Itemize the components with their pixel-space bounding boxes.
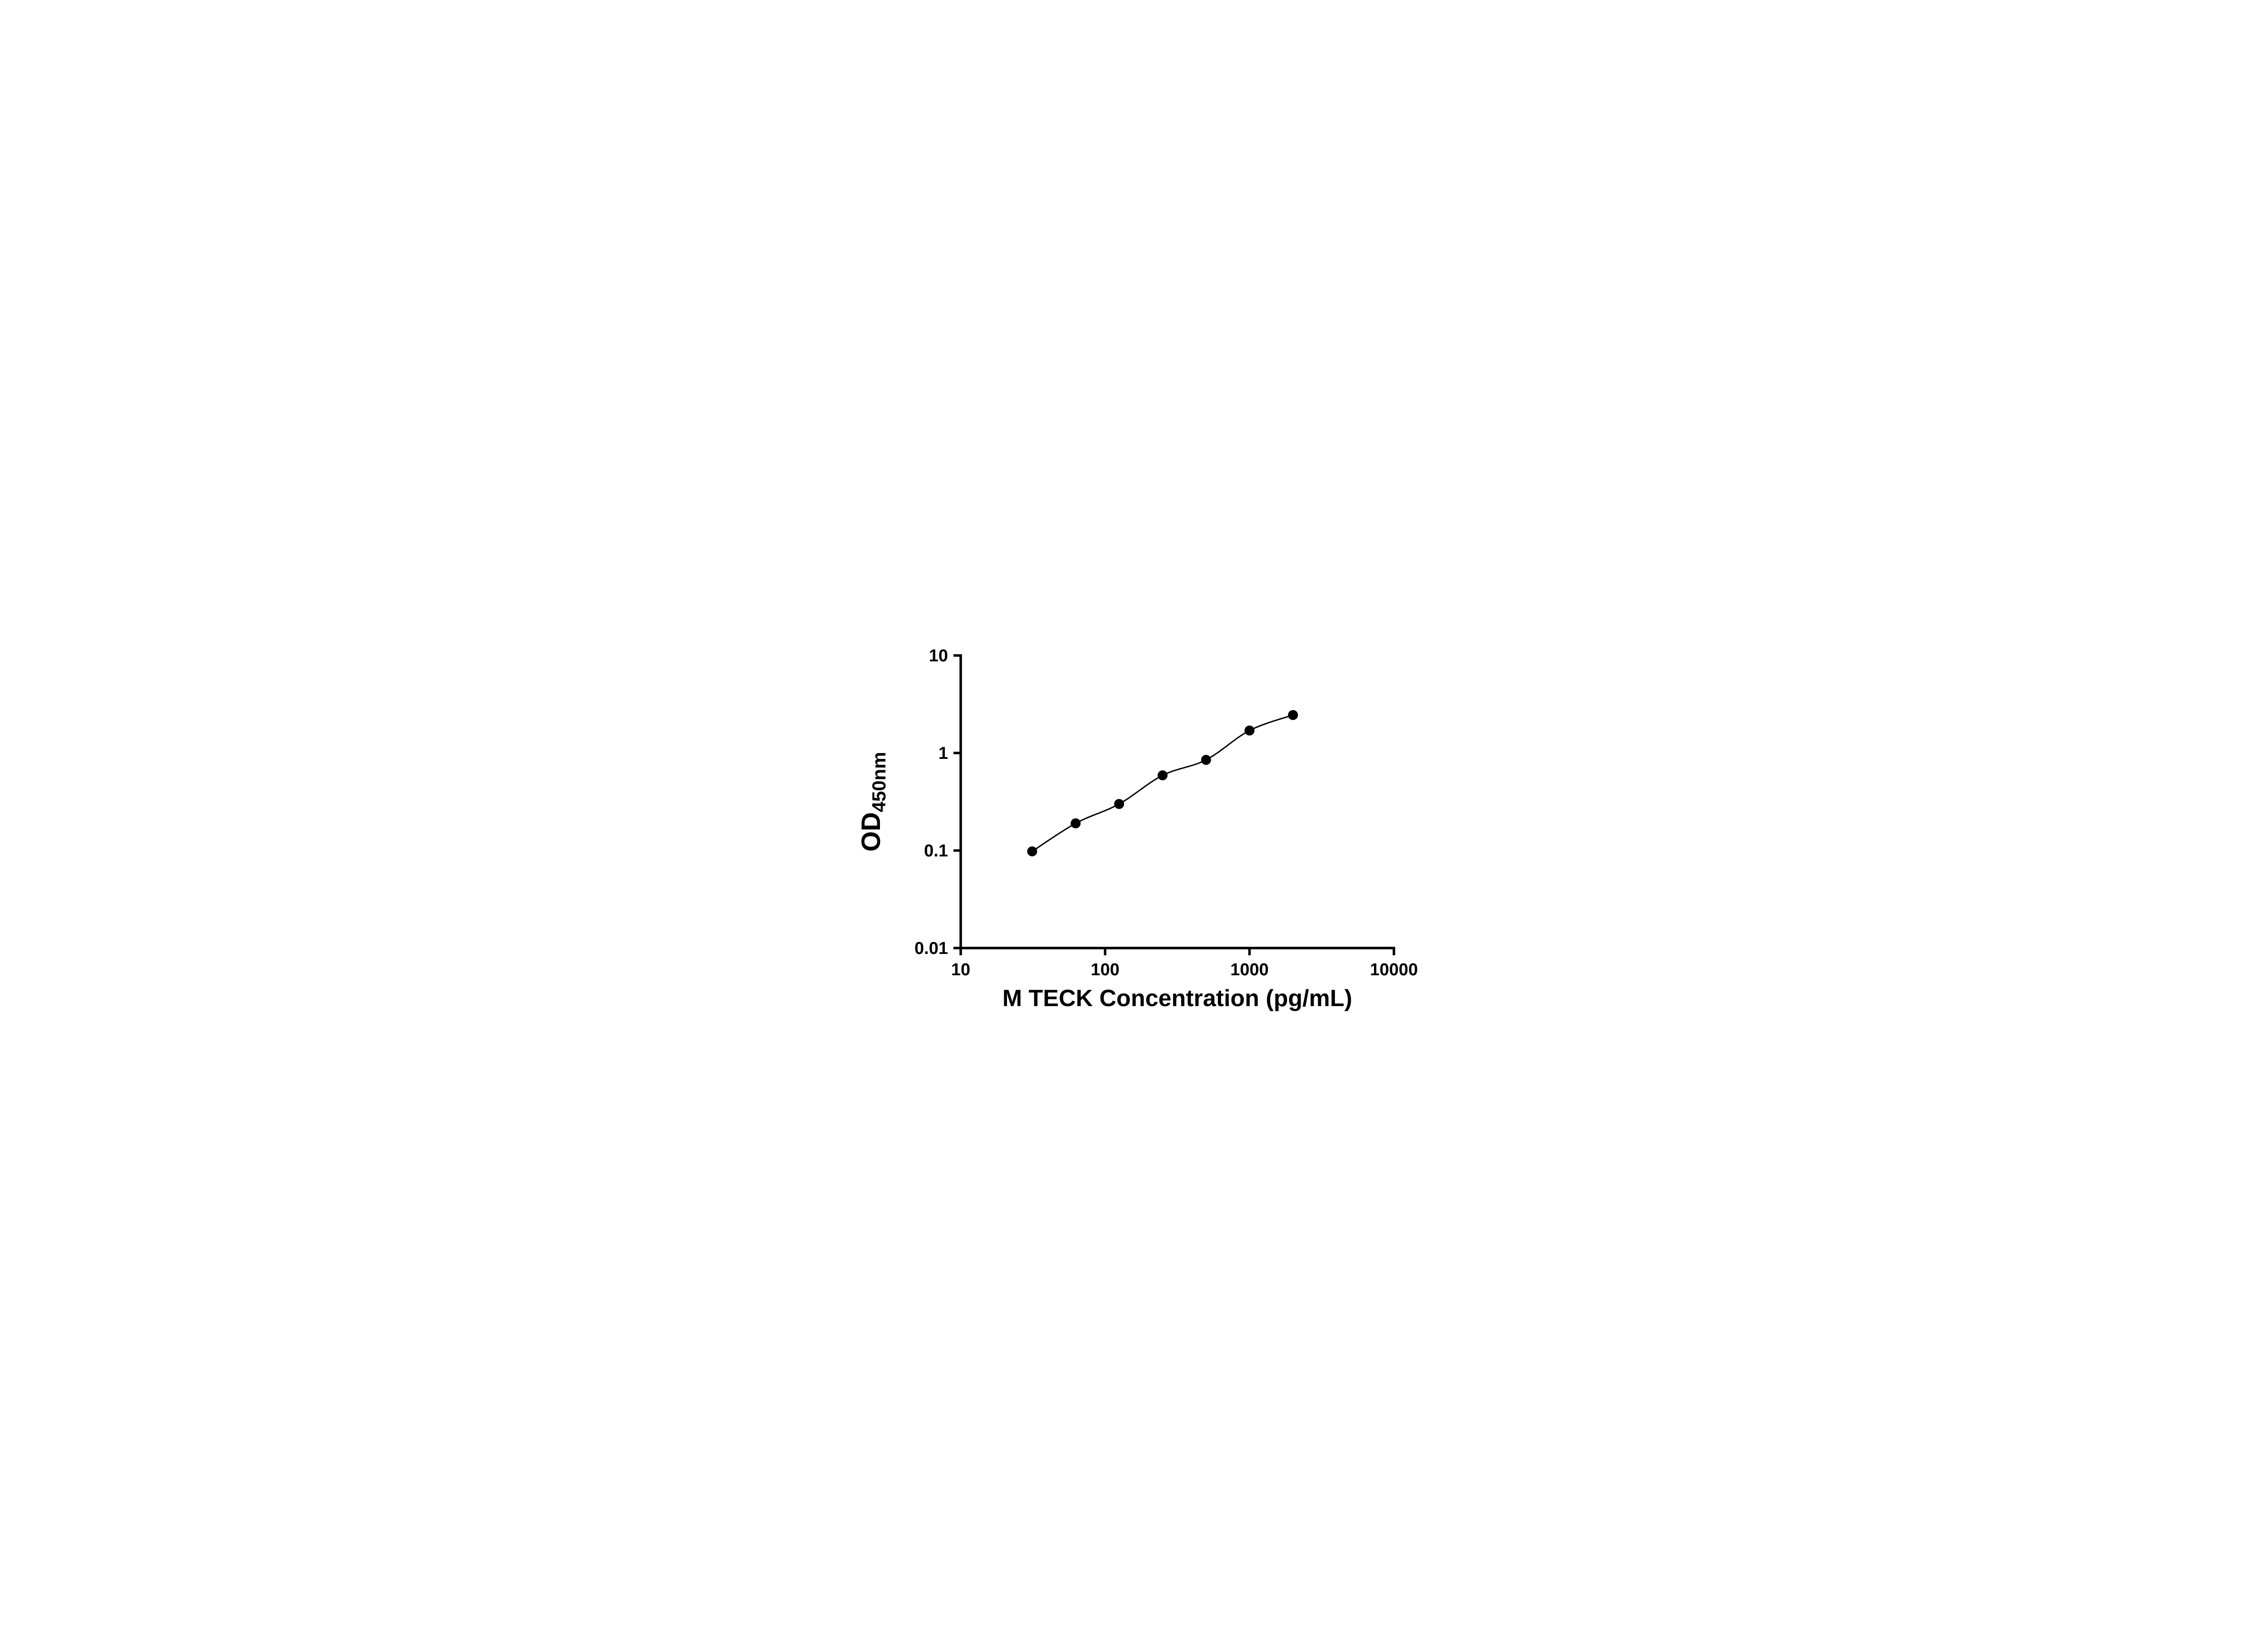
y-axis-title: OD450nm xyxy=(856,752,890,851)
y-tick-label: 0.1 xyxy=(924,841,948,861)
y-tick-label: 10 xyxy=(929,646,948,665)
x-axis-title: M TECK Concentration (pg/mL) xyxy=(1002,985,1352,1012)
chart-figure: 10 100 1000 10000 0.01 0.1 1 10 M TECK Concentra… xyxy=(843,612,1426,1021)
data-point xyxy=(1287,710,1298,720)
y-tick-label: 0.01 xyxy=(914,939,948,958)
x-tick-label: 10 xyxy=(951,960,970,979)
standard-curve-chart: 10 100 1000 10000 0.01 0.1 1 10 M TECK Concentra… xyxy=(856,646,1418,1012)
data-point xyxy=(1070,818,1080,829)
x-tick-label: 1000 xyxy=(1230,960,1269,979)
x-tick-label: 100 xyxy=(1090,960,1119,979)
data-point xyxy=(1157,770,1168,781)
data-point xyxy=(1244,725,1255,736)
data-point xyxy=(1114,799,1124,809)
fit-curve xyxy=(1031,714,1293,852)
y-tick-label: 1 xyxy=(938,744,948,763)
data-point xyxy=(1201,755,1211,765)
x-tick-label: 10000 xyxy=(1370,960,1418,979)
data-point xyxy=(1027,846,1037,856)
